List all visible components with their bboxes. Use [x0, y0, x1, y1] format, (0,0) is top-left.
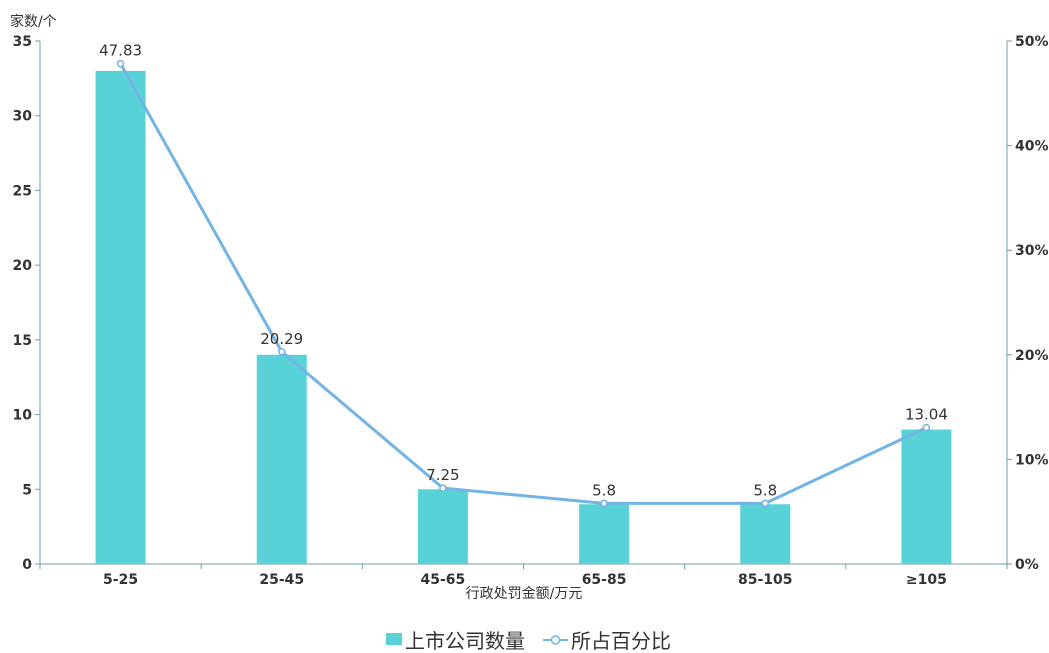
- y-axis-title: 家数/个: [10, 13, 57, 30]
- percentage-line: 47.83 20.29 7.25 5.8 5.8 13.04: [99, 42, 948, 508]
- data-label: 7.25: [426, 466, 459, 484]
- y2-tick-label: 0%: [1015, 557, 1039, 573]
- legend-bar-label: 上市公司数量: [405, 629, 525, 653]
- x-tick-label: 5-25: [103, 572, 138, 588]
- x-axis-title: 行政处罚金额/万元: [466, 586, 583, 602]
- percentage-series-line: [119, 62, 928, 505]
- bars: [95, 70, 952, 564]
- y2-tick-label: 10%: [1015, 452, 1049, 468]
- legend-line-label: 所占百分比: [571, 629, 671, 653]
- line-point: [278, 348, 286, 356]
- y-tick-label: 0: [22, 557, 32, 573]
- data-label: 20.29: [260, 330, 303, 348]
- line-point: [116, 59, 125, 68]
- y-tick-label: 5: [22, 482, 32, 498]
- data-label: 5.8: [592, 481, 616, 499]
- y2-tick-label: 50%: [1015, 34, 1049, 50]
- line-point: [922, 423, 931, 432]
- y2-tick-label: 30%: [1015, 243, 1049, 259]
- y-tick-label: 30: [13, 109, 33, 125]
- y-tick-label: 20: [13, 258, 33, 274]
- y-tick-label: 15: [13, 333, 32, 349]
- y2-tick-label: 40%: [1015, 139, 1049, 155]
- x-tick-label: 25-45: [259, 572, 304, 588]
- axes: 0 5 10 15 20 25 30 35 0% 10% 20% 30% 40% 50% 5-25 25-45…: [13, 34, 1049, 588]
- line-point: [761, 499, 769, 508]
- data-label: 47.83: [99, 42, 142, 60]
- x-tick-label: ≥105: [906, 572, 947, 588]
- data-label: 5.8: [753, 481, 777, 499]
- bar: [256, 354, 307, 564]
- x-tick-label: 85-105: [738, 572, 793, 588]
- data-label: 13.04: [905, 406, 948, 424]
- bar: [740, 504, 791, 564]
- y-tick-label: 10: [13, 408, 33, 424]
- x-tick-label: 45-65: [421, 572, 466, 588]
- bar: [901, 429, 952, 564]
- y-tick-label: 25: [13, 183, 32, 199]
- y2-tick-label: 20%: [1015, 348, 1049, 364]
- x-tick-label: 65-85: [582, 572, 627, 588]
- legend[interactable]: 上市公司数量 所占百分比: [386, 629, 671, 653]
- bar: [417, 489, 468, 564]
- legend-bar-swatch: [386, 633, 402, 645]
- line-point: [439, 484, 447, 492]
- y-tick-label: 35: [13, 34, 32, 50]
- line-point: [600, 499, 608, 508]
- bar: [95, 70, 146, 564]
- bar: [579, 504, 630, 564]
- legend-line-marker: [550, 635, 561, 645]
